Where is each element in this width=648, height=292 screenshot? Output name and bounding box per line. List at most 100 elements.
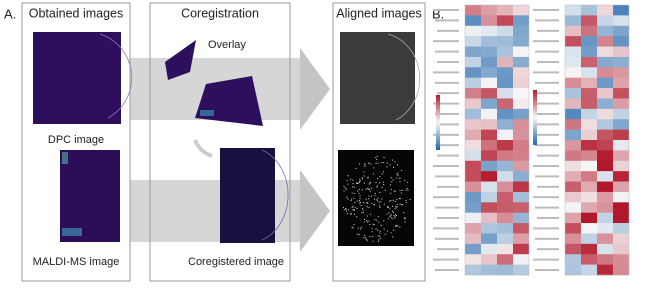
speckle-dot [366,240,368,242]
speckle-dot [376,185,378,187]
heatmap-cell [497,119,513,130]
speckle-dot [372,236,374,238]
heatmap-cell [581,233,597,245]
heatmap-cell [613,202,629,213]
row-label-placeholder [435,81,459,84]
speckle-dot [379,191,381,193]
heatmap-cell [613,77,629,89]
speckle-dot [395,225,397,227]
heatmap-cell [497,171,513,182]
speckle-dot [387,218,389,220]
speckle-dot [390,232,392,234]
heatmap-cell [565,202,581,213]
speckle-dot [375,228,377,230]
row-label-placeholder [435,175,459,178]
heatmap-cell [513,264,529,276]
speckle-dot [351,226,353,228]
speckle-dot [362,209,364,211]
speckle-dot [364,237,366,239]
heatmap-cell [465,129,481,141]
heatmap-cell [497,254,513,265]
heatmap-cell [497,77,513,89]
heatmap-cell [481,119,497,130]
speckle-dot [347,213,349,215]
speckle-dot [396,204,398,206]
speckle-dot [377,162,379,164]
speckle-dot [368,198,370,200]
speckle-dot [366,221,368,223]
heatmap-cell [481,129,497,141]
speckle-dot [373,224,375,226]
speckle-dot [368,207,370,209]
heatmap-cell [597,181,613,193]
heatmap-cell [497,264,513,276]
heatmap-cell [513,129,529,141]
speckle-dot [381,173,383,175]
speckle-dot [356,183,358,185]
speckle-dot [390,200,392,202]
heatmap-cell [497,212,513,224]
heatmap-border [464,4,530,276]
speckle-dot [363,182,365,184]
heatmap-cell [481,36,497,47]
speckle-dot [366,238,368,240]
heatmap-cell [565,233,581,245]
row-label-placeholder [433,133,459,136]
speckle-dot [366,202,368,204]
speckle-dot [389,215,391,217]
speckle-dot [358,181,360,183]
heatmap-cell [513,77,529,89]
heatmap-cell [513,36,529,47]
heatmap-cell [597,46,613,58]
speckle-dot [379,237,381,239]
heatmap-cell [497,5,513,16]
heatmap-cell [465,119,481,130]
heatmap-cell [581,243,597,255]
heatmap-cell [581,77,597,89]
speckle-dot [379,205,381,207]
row-label-placeholder [537,185,559,188]
heatmap-cell [481,254,497,265]
heatmap-cell [597,264,613,276]
speckle-dot [376,219,378,221]
speckle-dot [392,159,394,161]
speckle-dot [405,189,407,191]
speckle-dot [372,223,374,225]
speckle-dot [359,178,361,180]
speckle-dot [353,213,355,215]
heatmap-cell [597,5,613,16]
caption: DPC image [48,134,104,146]
heatmap-cell [565,15,581,27]
speckle-dot [375,156,377,158]
heatmap-cell [565,25,581,37]
speckle-dot [386,162,388,164]
heatmap-cell [581,140,597,151]
speckle-dot [390,189,392,191]
speckle-dot [368,162,370,164]
row-label-placeholder [435,269,459,271]
speckle-dot [380,201,382,203]
heatmap-cell [597,212,613,224]
heatmap-cell [497,98,513,110]
speckle-dot [359,202,361,204]
heatmap-cell [481,88,497,99]
row-label-placeholder [435,206,459,209]
speckle-dot [383,171,385,173]
heatmap-cell [481,264,497,276]
speckle-dot [363,175,365,177]
speckle-dot [397,164,399,166]
heatmap-cell [565,88,581,99]
speckle-dot [383,220,385,222]
speckle-dot [383,228,385,230]
speckle-dot [398,198,400,200]
heatmap-cell [597,56,613,68]
heatmap-cell [613,254,629,265]
speckle-dot [348,209,350,211]
heatmap-cell [565,254,581,265]
speckle-dot [389,208,391,210]
speckle-dot [359,195,361,197]
caption: MALDI-MS image [33,256,120,268]
heatmap-cell [581,223,597,234]
speckle-dot [353,208,355,210]
speckle-dot [352,179,354,181]
